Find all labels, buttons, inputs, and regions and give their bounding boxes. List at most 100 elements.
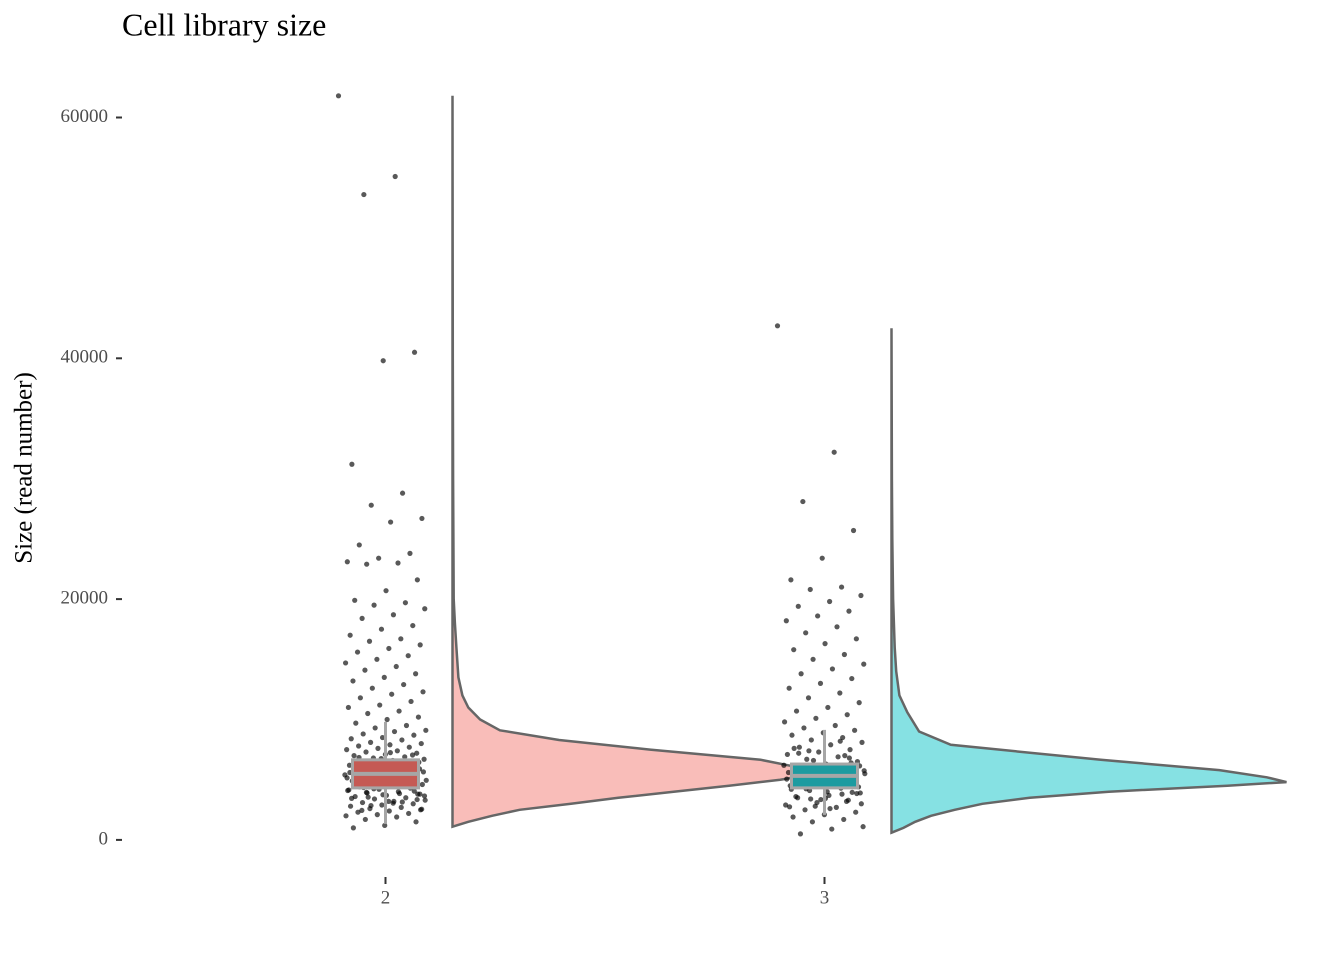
point bbox=[853, 636, 859, 642]
point bbox=[801, 725, 807, 731]
point bbox=[391, 728, 398, 735]
y-tick-label: 20000 bbox=[61, 587, 109, 608]
point bbox=[805, 695, 812, 701]
point bbox=[379, 734, 386, 741]
point bbox=[837, 738, 843, 744]
point bbox=[387, 750, 393, 756]
point bbox=[414, 750, 420, 756]
point bbox=[402, 600, 408, 606]
point bbox=[398, 804, 404, 810]
point bbox=[803, 630, 809, 636]
point bbox=[806, 748, 812, 754]
point bbox=[837, 690, 843, 696]
point bbox=[349, 461, 355, 467]
point bbox=[810, 757, 817, 764]
point bbox=[405, 653, 411, 659]
point bbox=[367, 739, 374, 745]
point bbox=[411, 732, 417, 738]
point bbox=[344, 775, 350, 781]
point bbox=[812, 803, 818, 809]
point bbox=[789, 732, 795, 738]
point bbox=[850, 527, 857, 534]
point bbox=[797, 831, 804, 837]
point bbox=[834, 624, 840, 630]
point bbox=[399, 799, 405, 805]
point bbox=[781, 719, 788, 725]
point bbox=[781, 762, 787, 768]
point bbox=[818, 796, 824, 803]
point bbox=[335, 93, 342, 99]
point bbox=[420, 689, 426, 695]
point bbox=[415, 714, 422, 720]
point bbox=[788, 577, 794, 583]
point bbox=[807, 586, 813, 593]
point bbox=[346, 787, 352, 793]
point bbox=[366, 638, 373, 644]
point bbox=[422, 606, 428, 612]
point bbox=[380, 358, 386, 364]
point bbox=[809, 819, 816, 825]
point bbox=[418, 740, 424, 747]
point bbox=[419, 515, 425, 522]
point bbox=[365, 710, 371, 717]
point bbox=[353, 720, 359, 726]
point bbox=[842, 753, 848, 759]
point bbox=[403, 795, 409, 801]
point bbox=[356, 743, 362, 749]
point bbox=[831, 449, 837, 455]
point bbox=[344, 559, 350, 565]
point bbox=[843, 798, 850, 804]
point bbox=[406, 744, 412, 750]
point bbox=[791, 647, 797, 653]
point bbox=[390, 800, 396, 806]
point bbox=[384, 716, 390, 723]
point bbox=[844, 712, 850, 718]
point bbox=[401, 681, 407, 688]
point bbox=[390, 612, 397, 618]
point bbox=[371, 602, 377, 608]
point bbox=[790, 814, 796, 820]
point bbox=[406, 810, 412, 817]
point bbox=[346, 762, 353, 768]
x-tick-label: 3 bbox=[820, 887, 830, 908]
point bbox=[348, 736, 354, 742]
point bbox=[365, 794, 371, 800]
point bbox=[368, 502, 374, 508]
point bbox=[396, 708, 402, 714]
point bbox=[800, 498, 806, 505]
point bbox=[798, 671, 804, 677]
point bbox=[817, 680, 824, 686]
point bbox=[819, 555, 825, 561]
point bbox=[825, 704, 831, 711]
point bbox=[349, 795, 355, 801]
point bbox=[413, 819, 419, 825]
point bbox=[369, 685, 375, 691]
point bbox=[854, 790, 860, 797]
point bbox=[344, 747, 350, 753]
point bbox=[374, 812, 380, 818]
point bbox=[414, 796, 420, 803]
point bbox=[802, 807, 808, 813]
point bbox=[784, 776, 790, 782]
point bbox=[362, 816, 368, 823]
point bbox=[841, 651, 847, 658]
density bbox=[890, 328, 1287, 835]
point bbox=[816, 749, 822, 755]
point bbox=[410, 622, 416, 629]
point bbox=[374, 656, 380, 662]
point bbox=[785, 769, 792, 776]
point bbox=[813, 715, 819, 721]
point bbox=[852, 727, 858, 733]
point bbox=[417, 791, 423, 797]
point bbox=[410, 801, 416, 807]
point bbox=[408, 698, 414, 705]
point bbox=[786, 685, 792, 691]
point bbox=[354, 649, 361, 655]
point bbox=[827, 805, 833, 812]
point bbox=[858, 801, 864, 807]
point bbox=[808, 796, 814, 802]
point bbox=[357, 695, 363, 701]
point bbox=[795, 603, 801, 609]
point bbox=[422, 797, 428, 803]
